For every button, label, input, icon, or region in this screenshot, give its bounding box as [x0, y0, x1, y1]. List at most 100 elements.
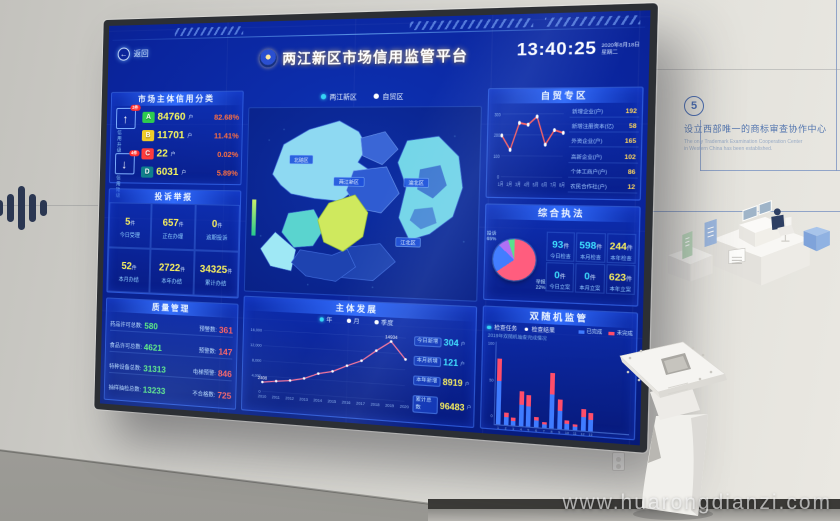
wall-text-en: The only Trademark Examination Cooperati…	[684, 139, 834, 153]
enf-stat: 244件 本年检查	[606, 233, 636, 264]
legend-swatch-done	[578, 330, 584, 334]
map-label-tag: 江北区	[396, 238, 421, 248]
deco-slashes-mid	[410, 18, 534, 30]
panel-quality: 质量管理 药品许可总数: 580 预警数: 361 食品许可总数: 4621	[104, 297, 239, 409]
wall-line-h1	[700, 170, 840, 171]
credit-downgrade-icon: ↓ 4件	[114, 153, 134, 174]
back-button[interactable]: ← 返回	[118, 47, 149, 61]
legend-quarter[interactable]: 季度	[374, 317, 393, 328]
quality-row: 食品许可总数: 4621 预警数: 147	[110, 339, 233, 360]
panel-title: 市场主体信用分类	[112, 92, 243, 106]
svg-text:2010: 2010	[258, 394, 266, 399]
ftz-rows: 新增企业(户) 192 新增注册资本(亿) 58 外资企业(户) 165 高新企业(户…	[568, 105, 640, 197]
stat-new-year: 本年新增 8919 户	[413, 376, 472, 390]
legend-month[interactable]: 月	[347, 316, 360, 326]
clock: 13:40:25 2020年8月18日 星期二	[517, 38, 640, 61]
pie-tag: 投诉 65%	[487, 230, 497, 241]
stacked-bar: 4	[519, 350, 525, 426]
quality-row: 抽样抽检总数: 13233 不合格数: 725	[109, 381, 232, 402]
stat-new-month: 本月新增 121 户	[413, 356, 472, 369]
upgrade-label: 信用升级	[115, 130, 122, 153]
svg-text:2019: 2019	[385, 403, 394, 408]
svg-text:16,000: 16,000	[251, 328, 263, 333]
district-map[interactable]: 北碚区 渝北区 江北区	[244, 106, 482, 302]
panel-entity-growth: 主体发展 年 月 季度 0 4,000 8,000 12,000 16,000 2010 2…	[241, 296, 477, 428]
svg-text:2015: 2015	[327, 399, 336, 404]
enforcement-pie: 投诉 65% 举报 22%	[486, 221, 543, 299]
complaint-cell: 34325件 累计办结	[193, 250, 239, 298]
credit-row-b: B 11701 户 11.41%	[142, 129, 239, 141]
complaint-cell: 2722件 本年办结	[150, 248, 195, 295]
page-title: 两江新区市场信用监管平台	[282, 43, 468, 68]
ftz-row: 农民合作社(户) 12	[568, 184, 638, 194]
clock-time: 13:40:25	[517, 39, 597, 61]
toggle-liangjiang[interactable]: 两江新区	[321, 91, 357, 102]
complaint-cell: 5件 今日受理	[108, 202, 152, 248]
enf-stat: 0件 本月立案	[575, 263, 605, 294]
svg-text:2017: 2017	[356, 401, 365, 406]
radio-dot-on	[321, 93, 326, 98]
pie-chart	[493, 239, 537, 282]
svg-text:300: 300	[494, 111, 501, 118]
dashboard: ← 返回 两江新区市场信用监管平台 13:40:25 2020年8月18日 星期…	[100, 10, 651, 445]
stacked-bar: 2	[503, 349, 509, 425]
random-toggle-task[interactable]: 检查任务	[487, 323, 517, 332]
quality-row: 特种设备总数: 31313 电梯预警: 846	[109, 360, 232, 382]
stat-total: 累计总数 96483 户	[412, 395, 472, 417]
stacked-bar: 5	[526, 351, 532, 427]
deco-slashes-right	[545, 15, 641, 27]
wall-step-number: 5	[684, 96, 704, 116]
enf-stat: 623件 本年立案	[605, 264, 635, 295]
svg-text:2011: 2011	[272, 395, 280, 400]
map-toggles: 两江新区 自贸区	[248, 88, 482, 103]
wall-text-cn: 设立西部唯一的商标审查协作中心	[684, 122, 834, 135]
led-screen: ← 返回 两江新区市场信用监管平台 13:40:25 2020年8月18日 星期…	[94, 3, 658, 453]
stacked-bar: 10	[565, 353, 572, 430]
stacked-bar: 1	[496, 349, 502, 425]
ftz-line-chart: 0 100 200 300 1月 2月 3月 4月 5月 6月 7月 8月	[489, 105, 568, 196]
clock-date: 2020年8月18日 星期二	[601, 42, 640, 57]
map-label-tag: 北碚区	[290, 155, 313, 164]
credit-row-a: A 84760 户 82.68%	[142, 110, 239, 123]
svg-text:2014: 2014	[313, 398, 322, 403]
stacked-bar: 7	[541, 351, 548, 428]
ftz-row: 个体工商户(户) 86	[568, 169, 638, 179]
legend-year[interactable]: 年	[320, 315, 333, 325]
svg-text:8,000: 8,000	[252, 358, 261, 363]
stacked-bar: 8	[549, 352, 556, 429]
svg-text:3月: 3月	[515, 181, 521, 188]
svg-text:2012: 2012	[285, 396, 294, 401]
stacked-bar: 9	[557, 352, 564, 429]
photo-stage: 5 设立西部唯一的商标审查协作中心 The only Trademark Exa…	[0, 0, 840, 521]
svg-text:4月: 4月	[524, 181, 530, 188]
random-toggle-result[interactable]: 检查结果	[524, 325, 555, 334]
quality-row: 药品许可总数: 580 预警数: 361	[110, 318, 233, 338]
credit-upgrade-icon: ↑ 2件	[115, 108, 135, 129]
svg-text:2408: 2408	[258, 375, 268, 381]
svg-text:5月: 5月	[532, 181, 538, 188]
svg-text:14934: 14934	[385, 334, 398, 340]
enf-stat: 93件 今日检查	[546, 231, 575, 261]
isometric-desk-illustration	[652, 176, 840, 290]
watermark: www.huarongdianzi.com	[562, 491, 832, 515]
toggle-ftz[interactable]: 自贸区	[374, 90, 404, 101]
panel-title: 自贸专区	[489, 88, 643, 104]
map-label-tag: 两江新区	[334, 177, 365, 186]
svg-text:0: 0	[258, 389, 260, 394]
upgrade-badge: 2件	[130, 105, 140, 111]
map-label-tag: 渝北区	[404, 178, 429, 187]
stacked-bar: 11	[573, 353, 580, 430]
stacked-bar: 12	[580, 354, 587, 431]
dashboard-header: 两江新区市场信用监管平台	[230, 39, 500, 72]
svg-text:2016: 2016	[342, 400, 351, 405]
svg-text:200: 200	[494, 132, 501, 139]
panel-enforcement: 综合执法 投诉 65% 举报 22%	[483, 203, 641, 307]
ftz-row: 新增企业(户) 192	[570, 108, 640, 117]
svg-text:2013: 2013	[299, 397, 308, 402]
svg-text:2018: 2018	[371, 402, 380, 407]
credit-row-d: D 6031 户 5.89%	[141, 166, 238, 179]
credit-row-c: C 22 户 0.02%	[141, 147, 238, 160]
svg-text:1月: 1月	[498, 181, 504, 188]
emblem-icon	[259, 49, 277, 67]
panel-credit-classification: 市场主体信用分类 ↑ 2件 信用升级	[109, 91, 244, 186]
